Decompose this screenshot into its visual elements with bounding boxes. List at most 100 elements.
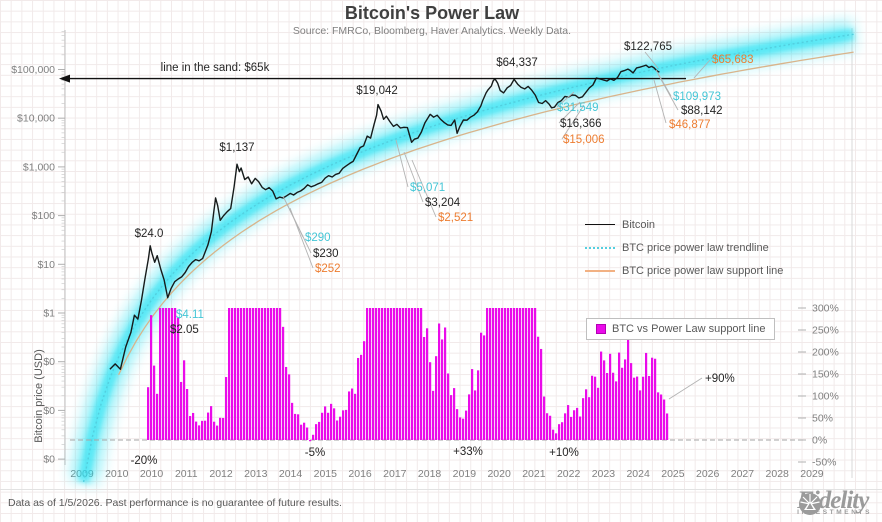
x-axis-label: 2015 [314,468,338,480]
annotation-leader [558,101,581,124]
deviation-bar [558,424,561,440]
deviation-bar [618,352,621,440]
x-axis-label: 2025 [661,468,685,480]
deviation-bar [594,376,597,440]
trendline-swatch [585,246,615,249]
deviation-bar [555,433,558,440]
deviation-bar [225,377,228,440]
deviation-bar [465,410,468,440]
deviation-bar [477,370,480,440]
annotation-64-337: $64,337 [496,57,538,69]
deviation-bar [429,362,432,440]
annotation-leader [403,151,424,203]
deviation-bars [147,308,669,442]
deviation-bar [636,376,639,440]
deviation-bar [336,420,339,440]
deviation-bar [219,417,222,440]
pct-axis-label: 200% [812,347,839,359]
deviation-bar [648,376,651,440]
deviation-bar [645,352,648,440]
x-axis-label: 2016 [348,468,372,480]
deviation-bar [402,308,405,440]
deviation-bar [411,308,414,440]
y-axis-label: $1,000 [23,161,55,173]
annotation-leader [556,91,575,108]
deviation-bar [150,315,153,440]
deviation-bar [378,308,381,440]
deviation-bar [348,391,351,440]
deviation-bar [231,308,234,440]
deviation-bar [495,308,498,440]
y-axis-label: $100,000 [11,64,55,76]
deviation-bar [540,348,543,440]
deviation-bar [327,412,330,440]
deviation-bar [147,387,150,440]
deviation-bar [459,417,462,440]
deviation-bar [597,387,600,440]
annotation-31-549: $31,549 [557,102,599,114]
arrowhead-left [59,74,70,83]
deviation-bar [339,416,342,440]
y-axis-label: $0 [43,405,55,417]
deviation-bar [222,417,225,440]
deviation-bar [213,421,216,440]
x-axis-label: 2018 [418,468,442,480]
legend-item-trendline: BTC price power law trendline [585,236,783,259]
deviation-bar [180,381,183,440]
deviation-bar [444,327,447,440]
annotation-88-142: $88,142 [681,105,723,117]
deviation-bar [471,369,474,440]
deviation-bar [177,317,180,440]
annotation-15-006: $15,006 [563,134,605,146]
deviation-bar [567,405,570,440]
deviation-bar [297,414,300,440]
deviation-bar [159,308,162,440]
x-axis-label: 2026 [696,468,720,480]
deviation-bar [609,353,612,440]
deviation-bar [393,308,396,440]
deviation-bar [192,412,195,440]
deviation-bar [282,326,285,440]
deviation-bar [663,399,666,440]
deviation-bar [627,325,630,440]
annotation-10: +10% [549,447,579,459]
deviation-bar [483,335,486,440]
deviation-bar [294,413,297,440]
pct-axis-label: 150% [812,369,839,381]
annotation-leader [289,207,314,269]
legend-label: Bitcoin [622,218,656,231]
deviation-bar [612,372,615,440]
deviation-bar [417,308,420,440]
deviation-bar [330,403,333,440]
deviation-bar [474,390,477,440]
deviation-bar [258,308,261,440]
footer-note: Data as of 1/5/2026. Past performance is… [8,497,342,509]
deviation-bar [438,323,441,440]
deviation-bar [456,409,459,440]
deviation-bar [345,409,348,440]
deviation-bar [591,375,594,440]
y-axis-label: $10,000 [17,113,55,125]
deviation-bar [501,308,504,440]
deviation-bar [486,308,489,440]
annotation-leader [668,377,703,400]
deviation-bar [489,308,492,440]
deviation-bar [432,390,435,440]
pct-axis-label: 50% [812,413,833,425]
deviation-bar [642,376,645,440]
fidelity-investments-text: INVESTMENTS [797,509,872,516]
bars-swatch [596,324,606,334]
deviation-bar [216,425,219,440]
y-axis-label: $100 [32,210,56,222]
deviation-bar [291,402,294,440]
x-axis-label: 2021 [522,468,546,480]
annotation-65-683: $65,683 [712,54,754,66]
x-axis-label: 2028 [766,468,790,480]
deviation-bar [366,308,369,440]
deviation-bar [510,308,513,440]
deviation-bar [657,392,660,440]
support-line [118,51,854,376]
deviation-bar [309,440,312,442]
